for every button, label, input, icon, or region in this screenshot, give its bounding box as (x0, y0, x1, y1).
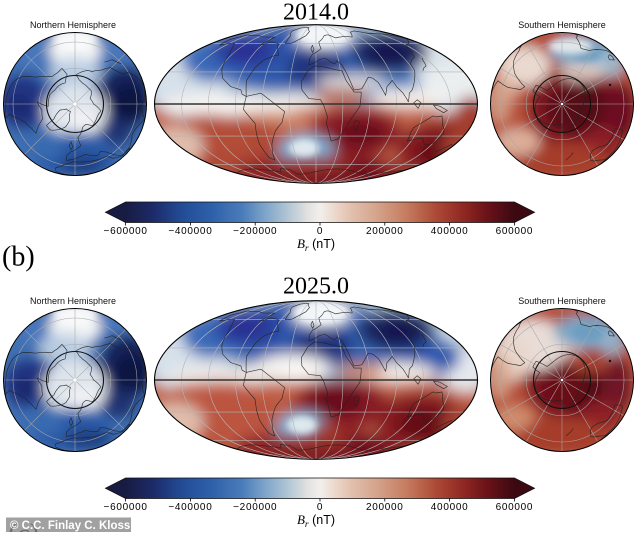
svg-text:−600000: −600000 (104, 226, 148, 237)
svg-text:(b): (b) (2, 242, 35, 273)
svg-text:600000: 600000 (496, 226, 534, 237)
svg-text:© C.C. Finlay C. Kloss: © C.C. Finlay C. Kloss (10, 520, 130, 532)
svg-text:Northern Hemisphere: Northern Hemisphere (30, 20, 116, 30)
svg-text:Br (nT): Br (nT) (297, 236, 335, 254)
svg-text:−400000: −400000 (168, 226, 212, 237)
svg-text:0: 0 (317, 226, 323, 237)
svg-text:−600000: −600000 (104, 502, 148, 513)
svg-text:−400000: −400000 (168, 502, 212, 513)
svg-text:600000: 600000 (496, 502, 534, 513)
svg-text:200000: 200000 (366, 502, 404, 513)
svg-text:−200000: −200000 (233, 226, 277, 237)
svg-text:2025.0: 2025.0 (283, 274, 349, 300)
svg-text:Southern Hemisphere: Southern Hemisphere (518, 296, 606, 306)
svg-text:0: 0 (317, 502, 323, 513)
svg-text:400000: 400000 (431, 226, 469, 237)
svg-text:2014.0: 2014.0 (283, 0, 349, 26)
svg-text:Southern Hemisphere: Southern Hemisphere (518, 20, 606, 30)
svg-text:Br (nT): Br (nT) (297, 512, 335, 530)
svg-text:Northern Hemisphere: Northern Hemisphere (30, 296, 116, 306)
svg-text:−200000: −200000 (233, 502, 277, 513)
svg-text:400000: 400000 (431, 502, 469, 513)
svg-text:200000: 200000 (366, 226, 404, 237)
